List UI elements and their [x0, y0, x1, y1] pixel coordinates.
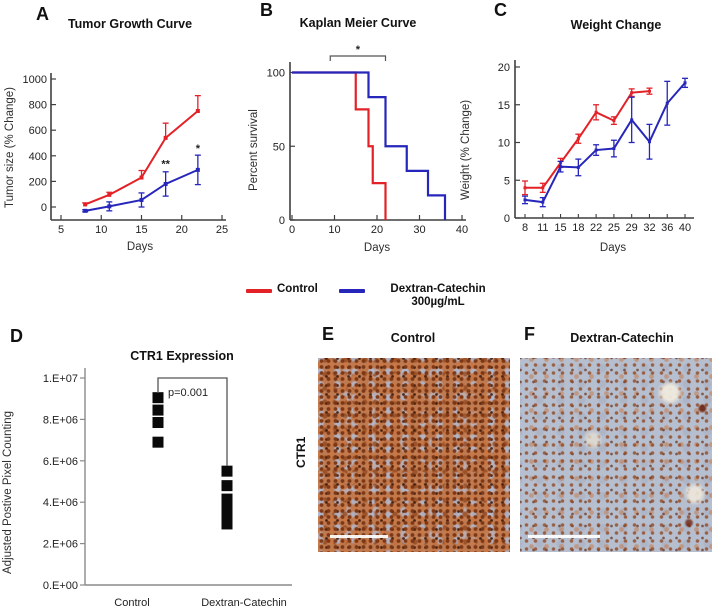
panel-a-title: Tumor Growth Curve — [67, 17, 193, 31]
svg-text:100: 100 — [267, 68, 285, 80]
legend-label-treatment: Dextran-Catechin 300µg/mL — [378, 283, 498, 309]
svg-text:Control: Control — [114, 597, 149, 609]
svg-text:200: 200 — [29, 176, 47, 188]
panel-a-letter: A — [36, 4, 49, 24]
panel-c-ylabel: Weight (% Change) — [460, 99, 472, 201]
panel-a-ylabel: Tumor size (% Change) — [4, 86, 16, 208]
ihc-image-control — [318, 358, 510, 552]
panel-f-letter: F — [524, 324, 535, 344]
svg-text:1000: 1000 — [23, 74, 47, 86]
ctr1-expression-chart: 0.E+00 2.E+06 4.E+06 6.E+06 8.E+06 1.E+07 p=0.… — [43, 368, 292, 609]
panel-b-title: Kaplan Meier Curve — [299, 16, 417, 30]
svg-text:6.E+06: 6.E+06 — [43, 456, 78, 468]
panel-a-xlabel: Days — [126, 241, 154, 253]
svg-text:18: 18 — [572, 222, 584, 234]
svg-text:600: 600 — [29, 125, 47, 137]
svg-text:1.E+07: 1.E+07 — [43, 373, 78, 385]
svg-text:22: 22 — [590, 222, 602, 234]
svg-text:10: 10 — [95, 224, 107, 236]
scale-bar — [528, 535, 600, 538]
control-line-swatch — [246, 289, 272, 293]
svg-text:0: 0 — [289, 224, 295, 236]
panel-e-letter: E — [322, 324, 335, 344]
svg-text:2.E+06: 2.E+06 — [43, 539, 78, 551]
svg-text:*: * — [356, 44, 361, 56]
svg-text:10: 10 — [328, 224, 340, 236]
panel-c-title: Weight Change — [570, 18, 662, 32]
svg-text:15: 15 — [498, 100, 510, 112]
svg-text:20: 20 — [498, 62, 510, 74]
svg-text:5: 5 — [58, 224, 64, 236]
panel-f-title: Dextran-Catechin — [570, 331, 674, 345]
svg-text:5: 5 — [504, 175, 510, 187]
treatment-line-swatch — [339, 289, 365, 293]
svg-text:20: 20 — [371, 224, 383, 236]
svg-text:0: 0 — [504, 213, 510, 225]
svg-text:30: 30 — [413, 224, 425, 236]
kaplan-meier-chart: 0 50 100 0 10 20 30 40 * — [267, 44, 468, 236]
svg-text:25: 25 — [216, 224, 228, 236]
svg-text:10: 10 — [498, 138, 510, 150]
svg-text:p=0.001: p=0.001 — [168, 387, 208, 399]
svg-text:29: 29 — [626, 222, 638, 234]
svg-text:8.E+06: 8.E+06 — [43, 414, 78, 426]
svg-text:25: 25 — [608, 222, 620, 234]
panel-b-xlabel: Days — [363, 242, 391, 254]
svg-text:0: 0 — [41, 202, 47, 214]
legend-label-treatment-dose: 300µg/mL — [411, 296, 465, 308]
svg-text:0.E+00: 0.E+00 — [43, 580, 78, 592]
panel-d-letter: D — [10, 326, 23, 346]
svg-text:40: 40 — [456, 224, 468, 236]
svg-text:20: 20 — [176, 224, 188, 236]
ihc-image-dextran-catechin — [520, 358, 712, 552]
panel-d-ylabel: Adjusted Postive Pixel Counting — [2, 411, 14, 575]
svg-text:32: 32 — [643, 222, 655, 234]
panel-b-letter: B — [260, 0, 273, 20]
svg-text:0: 0 — [279, 215, 285, 227]
svg-text:8: 8 — [522, 222, 528, 234]
legend-label-treatment-name: Dextran-Catechin — [390, 283, 486, 295]
ihc-row-label-ctr1: CTR1 — [294, 436, 308, 469]
svg-text:**: ** — [161, 158, 170, 170]
scale-bar — [330, 535, 388, 538]
svg-text:50: 50 — [273, 141, 285, 153]
weight-change-chart: 0 5 10 15 20 8 11 15 18 22 25 29 32 36 40 — [498, 60, 694, 234]
svg-text:11: 11 — [537, 222, 548, 234]
svg-text:Dextran-Catechin: Dextran-Catechin — [201, 597, 287, 609]
svg-text:800: 800 — [29, 100, 47, 112]
panel-c-letter: C — [494, 0, 507, 20]
panel-e-title: Control — [390, 331, 436, 345]
figure-legend: Control Dextran-Catechin 300µg/mL — [230, 281, 530, 315]
svg-text:4.E+06: 4.E+06 — [43, 497, 78, 509]
legend-label-control: Control — [277, 283, 318, 295]
svg-text:40: 40 — [679, 222, 691, 234]
svg-text:15: 15 — [554, 222, 566, 234]
panel-c-xlabel: Days — [599, 242, 627, 254]
svg-text:*: * — [196, 143, 201, 155]
panel-d-title: CTR1 Expression — [130, 349, 234, 363]
svg-text:15: 15 — [135, 224, 147, 236]
svg-text:400: 400 — [29, 151, 47, 163]
panel-b-ylabel: Percent survival — [248, 109, 260, 192]
svg-text:36: 36 — [661, 222, 673, 234]
